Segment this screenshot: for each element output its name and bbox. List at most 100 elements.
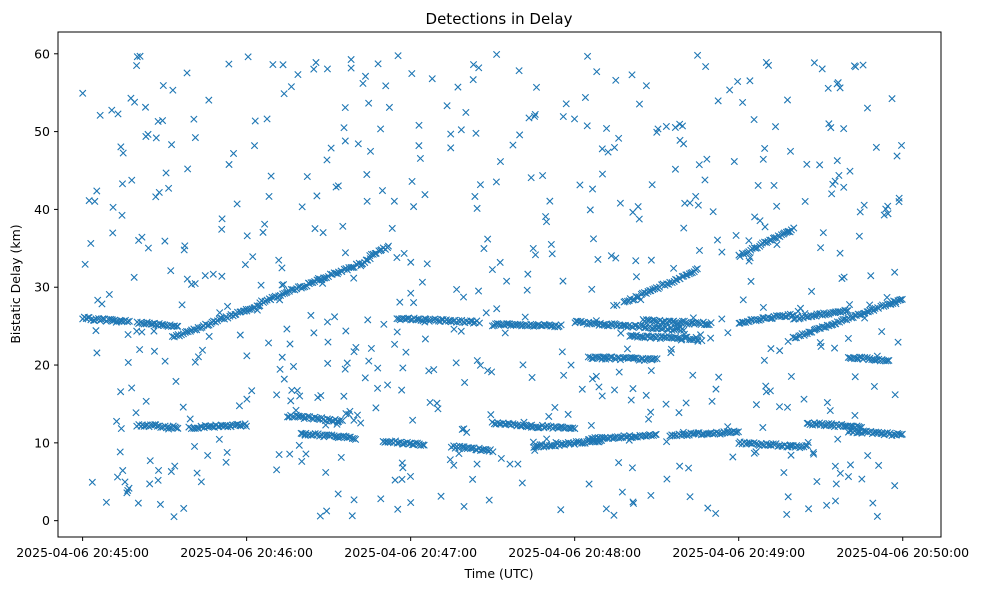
data-point [864,451,872,460]
data-point [840,183,848,191]
data-point [616,199,624,207]
data-point [878,327,886,336]
data-point [693,51,702,59]
data-point [678,272,686,281]
data-point [233,200,241,208]
x-tick-label: 2025-04-06 20:46:00 [180,545,313,560]
data-point [618,488,626,496]
data-point [146,457,154,465]
data-point [249,253,257,261]
data-point [758,441,767,449]
data-point [615,368,623,376]
data-point [599,354,607,362]
data-point [739,296,747,304]
data-point [132,409,140,417]
data-point [457,327,465,335]
data-point [750,449,758,457]
data-point [790,224,798,232]
y-tick-label: 30 [34,280,50,295]
data-point [471,192,479,201]
data-point [340,392,348,400]
data-point [619,321,627,329]
data-point [133,53,141,61]
data-point [273,466,281,474]
data-point [218,215,226,223]
data-point [891,268,899,276]
data-point [856,311,864,319]
data-point [484,235,492,243]
data-point [450,461,458,469]
data-point [863,104,872,112]
data-point [771,123,780,131]
x-axis-label: Time (UTC) [463,566,533,581]
data-point [92,315,100,323]
data-point [559,112,567,121]
data-point [715,373,723,381]
data-point [632,433,640,441]
data-point [293,386,301,395]
data-point [278,353,286,361]
data-point [94,296,102,304]
data-point [724,329,732,337]
data-point [767,345,775,353]
data-point [187,326,196,334]
data-point [191,326,199,334]
data-point [825,120,833,128]
data-point [895,194,903,202]
chart-title: Detections in Delay [426,10,573,28]
data-point [529,438,537,446]
data-point [460,425,468,433]
y-tick-label: 60 [34,46,50,61]
data-point [752,244,760,252]
data-point [813,477,821,486]
data-point [671,123,679,132]
data-point [261,297,269,305]
data-point [476,361,485,369]
data-point [229,149,238,158]
data-point [539,172,547,180]
data-point [96,111,104,119]
data-point [186,415,194,423]
data-point [350,274,358,282]
data-point [709,208,717,216]
data-point [340,124,348,132]
data-point [167,141,176,149]
data-point [598,170,607,178]
data-point [433,399,441,407]
data-point [895,198,903,206]
data-point [474,287,483,295]
data-points [79,50,906,521]
y-tick-label: 0 [42,513,50,528]
data-point [775,403,784,411]
data-point [712,509,720,518]
data-point [628,71,636,79]
data-point [880,302,888,310]
data-point [399,464,407,472]
data-point [738,318,746,326]
data-point [729,453,737,461]
data-point [652,430,660,439]
data-point [150,327,158,335]
data-point [152,134,160,142]
data-point [625,436,633,444]
data-point [683,271,691,279]
data-point [154,476,162,484]
data-point [615,459,623,467]
data-point [117,143,125,151]
data-point [273,391,281,399]
data-point [800,395,808,403]
data-point [323,507,331,515]
data-point [610,511,618,519]
data-point [657,325,665,333]
data-point [815,419,824,427]
data-point [662,122,670,131]
data-point [191,134,199,142]
data-point [651,430,659,439]
data-point [838,274,846,283]
data-point [642,82,650,90]
data-point [864,428,872,436]
data-point [739,318,747,326]
data-point [418,278,426,286]
data-point [347,263,355,272]
data-point [157,423,165,432]
